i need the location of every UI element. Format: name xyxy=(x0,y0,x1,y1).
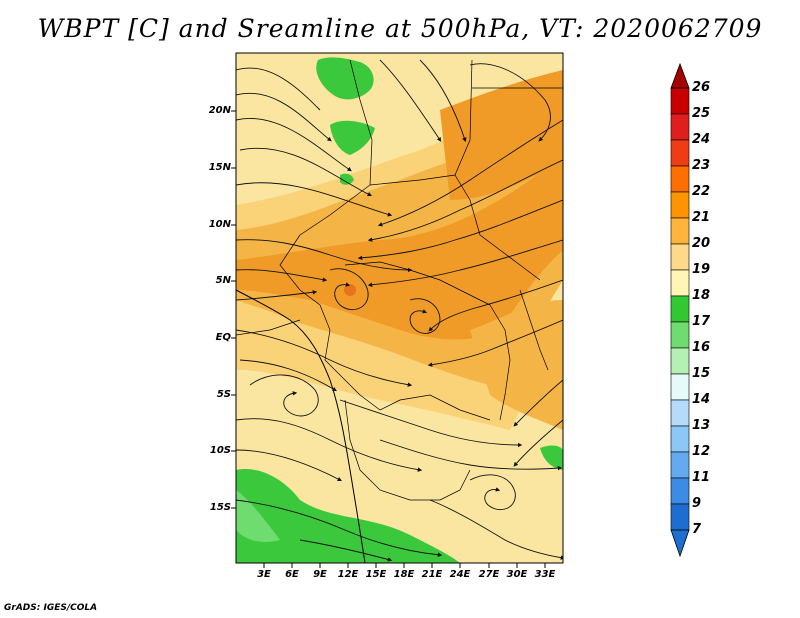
colorbar-box xyxy=(670,451,690,479)
colorbar-label-7: 7 xyxy=(692,522,702,537)
lon-ticks xyxy=(263,563,546,568)
lon-label-27e: 27E xyxy=(478,569,500,580)
lon-label-33e: 33E xyxy=(534,569,556,580)
lat-ticks xyxy=(231,110,236,509)
colorbar-box xyxy=(670,399,690,427)
map-field xyxy=(236,53,563,563)
colorbar-box xyxy=(670,139,690,167)
lat-label-eq: EQ xyxy=(215,332,231,343)
lon-label-9e: 9E xyxy=(313,569,327,580)
colorbar-box xyxy=(670,321,690,349)
lat-label-10s: 10S xyxy=(209,445,231,456)
colorbar-label-9: 9 xyxy=(692,496,702,511)
colorbar-label-21: 21 xyxy=(692,210,711,225)
country-borders xyxy=(236,59,563,501)
colorbar-label-18: 18 xyxy=(692,288,711,303)
colorbar-label-12: 12 xyxy=(692,444,711,459)
colorbar-box xyxy=(670,347,690,375)
colorbar-label-11: 11 xyxy=(692,470,711,485)
field-18-e xyxy=(540,445,563,470)
colorbar-label-22: 22 xyxy=(692,184,711,199)
colorbar-label-23: 23 xyxy=(692,158,711,173)
colorbar-top-arrow xyxy=(670,62,690,89)
lon-label-24e: 24E xyxy=(449,569,471,580)
colorbar-box xyxy=(670,503,690,531)
map-title: WBPT [C] and Sreamline at 500hPa, VT: 20… xyxy=(37,14,763,43)
lon-label-18e: 18E xyxy=(393,569,415,580)
colorbar-box xyxy=(670,113,690,141)
field-18-n1 xyxy=(316,57,374,100)
colorbar-box xyxy=(670,425,690,453)
colorbar-box xyxy=(670,217,690,245)
lat-label-5s: 5S xyxy=(216,389,231,400)
field-18-n3 xyxy=(340,173,354,185)
grads-credit: GrADS: IGES/COLA xyxy=(4,603,98,613)
colorbar-box xyxy=(670,295,690,323)
colorbar-label-20: 20 xyxy=(692,236,711,251)
lon-label-12e: 12E xyxy=(337,569,359,580)
streamlines xyxy=(236,59,563,562)
colorbar-box xyxy=(670,477,690,505)
colorbar-label-15: 15 xyxy=(692,366,711,381)
lat-label-10n: 10N xyxy=(208,219,231,230)
lon-label-30e: 30E xyxy=(506,569,528,580)
colorbar-box xyxy=(670,191,690,219)
colorbar-boxes xyxy=(670,87,690,531)
colorbar-label-16: 16 xyxy=(692,340,711,355)
lat-label-5n: 5N xyxy=(215,275,231,286)
colorbar-label-24: 24 xyxy=(692,132,711,147)
lat-label-15s: 15S xyxy=(209,502,231,513)
coastline xyxy=(236,289,366,563)
lon-label-15e: 15E xyxy=(365,569,387,580)
colorbar-label-26: 26 xyxy=(692,80,711,95)
colorbar-label-19: 19 xyxy=(692,262,711,277)
lat-label-15n: 15N xyxy=(208,162,231,173)
colorbar-label-14: 14 xyxy=(692,392,711,407)
lat-label-20n: 20N xyxy=(208,105,231,116)
field-23 xyxy=(344,284,356,296)
colorbar-bottom-arrow xyxy=(670,529,690,558)
lon-label-6e: 6E xyxy=(285,569,299,580)
lon-label-3e: 3E xyxy=(257,569,271,580)
colorbar-label-25: 25 xyxy=(692,106,711,121)
field-17-s xyxy=(236,490,280,542)
colorbar-box xyxy=(670,243,690,271)
field-21-e xyxy=(470,300,563,430)
colorbar-box xyxy=(670,373,690,401)
field-22 xyxy=(236,150,563,340)
colorbar-box xyxy=(670,165,690,193)
field-18-s xyxy=(236,469,460,563)
colorbar-box xyxy=(670,269,690,297)
field-18-n2 xyxy=(330,120,375,155)
colorbar-box xyxy=(670,87,690,115)
map-frame xyxy=(235,52,564,564)
colorbar-label-13: 13 xyxy=(692,418,711,433)
colorbar-label-17: 17 xyxy=(692,314,711,329)
lon-label-21e: 21E xyxy=(421,569,443,580)
